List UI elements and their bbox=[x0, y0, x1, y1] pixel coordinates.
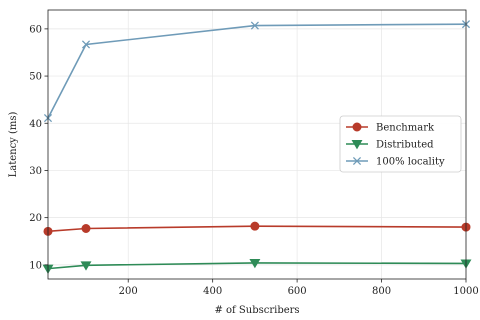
y-tick-label-0: 10 bbox=[29, 260, 42, 271]
y-tick-label-4: 50 bbox=[29, 72, 42, 83]
series-1-point-1 bbox=[80, 261, 92, 271]
y-tick-label-3: 40 bbox=[29, 119, 42, 130]
x-tick-label-4: 1000 bbox=[453, 286, 478, 297]
legend-label-2: 100% locality bbox=[376, 157, 445, 168]
y-tick-label-2: 30 bbox=[29, 166, 42, 177]
legend-label-0: Benchmark bbox=[376, 123, 435, 134]
x-axis-label: # of Subscribers bbox=[214, 305, 299, 316]
ticks: 200 400 600 800 1000 10 20 30 40 50 60 bbox=[29, 24, 478, 297]
series-1-point-2 bbox=[249, 259, 261, 269]
x-tick-label-3: 800 bbox=[372, 286, 391, 297]
series-layer bbox=[42, 20, 472, 274]
x-tick-label-2: 600 bbox=[288, 286, 307, 297]
y-tick-label-1: 20 bbox=[29, 213, 42, 224]
y-tick-label-5: 60 bbox=[29, 24, 42, 35]
legend-label-1: Distributed bbox=[376, 140, 434, 151]
series-0 bbox=[43, 221, 471, 236]
x-tick-label-1: 400 bbox=[203, 286, 222, 297]
series-2-point-1 bbox=[81, 40, 91, 49]
series-line-2 bbox=[47, 23, 467, 119]
series-line-1 bbox=[47, 262, 467, 270]
series-2 bbox=[43, 20, 471, 123]
series-0-point-2 bbox=[250, 221, 260, 231]
series-0-point-1 bbox=[81, 224, 91, 234]
series-1 bbox=[42, 259, 472, 274]
series-2-point-2 bbox=[250, 21, 259, 30]
legend-box bbox=[339, 115, 462, 173]
legend-marker-1 bbox=[351, 140, 363, 150]
plot-frame bbox=[47, 9, 467, 280]
legend: Benchmark Distributed 100% locality bbox=[339, 115, 462, 173]
legend-marker-2 bbox=[352, 156, 362, 166]
series-line-0 bbox=[47, 225, 467, 233]
legend-marker-0 bbox=[352, 122, 362, 132]
y-axis-label: Latency (ms) bbox=[8, 111, 19, 177]
x-tick-label-0: 200 bbox=[119, 286, 138, 297]
